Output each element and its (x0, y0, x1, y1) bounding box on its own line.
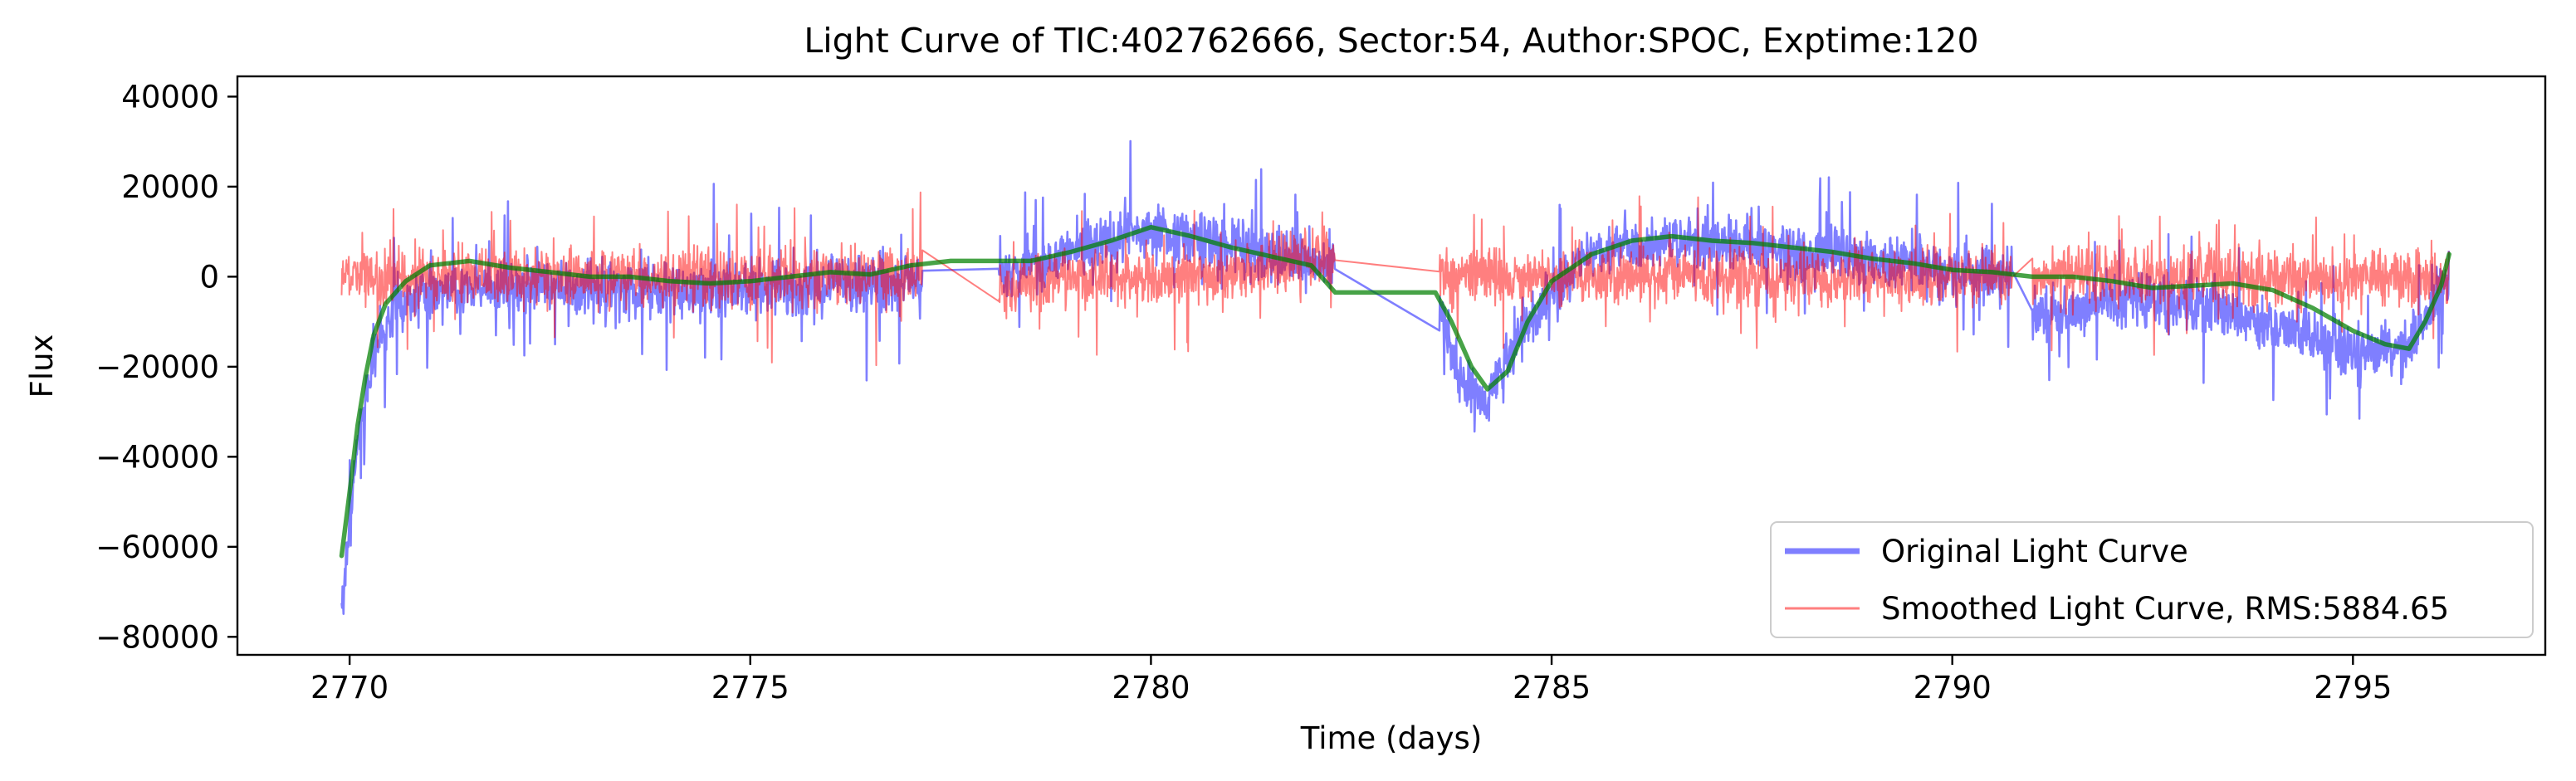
legend-box (1770, 521, 2534, 638)
y-axis-label: Flux (24, 334, 60, 398)
series-smoothed-line (340, 191, 2450, 367)
series-trend-line (339, 224, 2451, 559)
y-tick-label: −20000 (95, 349, 219, 385)
y-tick-label: 40000 (121, 79, 219, 115)
x-tick-label: 2785 (1513, 670, 1591, 705)
x-tick-label: 2795 (2314, 670, 2392, 705)
y-tick-label: −60000 (95, 530, 219, 565)
x-axis-label: Time (days) (1300, 720, 1483, 756)
plot-frame (236, 75, 2547, 657)
y-tick-label: −80000 (95, 619, 219, 655)
chart-title: Light Curve of TIC:402762666, Sector:54,… (804, 21, 1978, 61)
y-axis: −80000 −60000 −40000 −20000 0 20000 40000 (95, 79, 237, 655)
series-layer (339, 139, 2451, 615)
x-axis: 2770 2775 2780 2785 2790 2795 (310, 655, 2392, 705)
y-tick-label: −40000 (95, 439, 219, 475)
x-tick-label: 2790 (1914, 670, 1992, 705)
legend-label-smoothed: Smoothed Light Curve, RMS:5884.65 (1881, 591, 2449, 627)
x-tick-label: 2775 (711, 670, 789, 705)
legend: Original Light Curve Smoothed Light Curv… (1770, 521, 2534, 638)
x-tick-label: 2780 (1112, 670, 1190, 705)
legend-label-original: Original Light Curve (1881, 534, 2188, 569)
y-tick-label: 0 (199, 259, 219, 295)
x-tick-label: 2770 (310, 670, 389, 705)
y-tick-label: 20000 (121, 169, 219, 205)
